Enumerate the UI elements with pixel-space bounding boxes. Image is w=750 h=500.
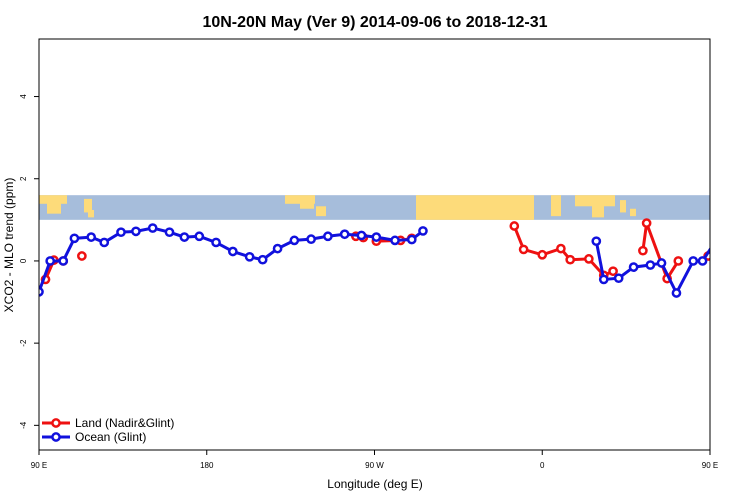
data-point xyxy=(306,234,316,245)
y-tick-label: 2 xyxy=(19,176,28,181)
legend-marker xyxy=(51,418,61,428)
map-land xyxy=(300,201,314,209)
x-tick-label: 180 xyxy=(200,461,214,470)
data-point xyxy=(509,221,520,231)
data-point xyxy=(673,256,684,266)
data-point xyxy=(628,262,639,272)
data-point xyxy=(656,258,667,268)
y-axis: -4 -2 0 2 4 xyxy=(19,94,39,429)
data-point xyxy=(418,226,428,236)
map-land xyxy=(630,208,636,217)
data-point xyxy=(69,233,80,244)
data-point xyxy=(289,235,300,246)
map-land xyxy=(88,209,94,218)
data-point xyxy=(645,260,656,270)
data-point xyxy=(613,273,624,284)
data-point xyxy=(227,246,238,257)
world-map-strip xyxy=(39,195,710,220)
x-tick-label: 90 W xyxy=(365,461,384,470)
data-point xyxy=(58,256,69,266)
data-point xyxy=(688,256,699,266)
data-point xyxy=(641,218,652,228)
series-line xyxy=(641,222,680,282)
series-line xyxy=(594,240,710,297)
map-land xyxy=(84,198,92,213)
map-land xyxy=(500,214,530,220)
map-land xyxy=(285,195,315,204)
data-point xyxy=(356,230,367,241)
chart-title: 10N-20N May (Ver 9) 2014-09-06 to 2018-1… xyxy=(202,14,547,31)
data-point xyxy=(45,256,56,266)
data-point xyxy=(727,234,734,241)
legend-item: Land (Nadir&Glint) xyxy=(42,416,174,430)
data-point xyxy=(583,254,594,264)
data-point xyxy=(697,256,708,266)
data-point xyxy=(244,251,255,262)
x-axis-title: Longitude (deg E) xyxy=(327,477,422,491)
x-tick-label: 90 E xyxy=(31,461,47,470)
y-tick-label: 0 xyxy=(19,258,28,263)
data-point xyxy=(179,232,190,242)
map-land xyxy=(551,195,561,217)
data-point xyxy=(608,266,618,277)
data-point xyxy=(591,236,602,247)
data-point xyxy=(565,254,576,265)
data-point xyxy=(518,244,529,255)
data-point xyxy=(147,223,158,233)
legend-label: Ocean (Glint) xyxy=(75,430,146,444)
legend: Land (Nadir&Glint)Ocean (Glint) xyxy=(42,416,174,444)
data-point xyxy=(323,231,333,242)
x-tick-label: 0 xyxy=(540,461,545,470)
map-land xyxy=(316,206,326,217)
data-point xyxy=(99,237,110,248)
data-point xyxy=(671,288,682,298)
data-point xyxy=(257,254,268,265)
y-axis-title: XCO2 - MLO trend (ppm) xyxy=(2,178,16,313)
x-tick-label: 90 E xyxy=(702,461,718,470)
data-point xyxy=(116,227,126,238)
map-land xyxy=(592,202,604,218)
legend-item: Ocean (Glint) xyxy=(42,430,146,444)
map-land xyxy=(620,200,626,213)
map-land xyxy=(47,202,61,214)
y-tick-label: -4 xyxy=(19,421,28,429)
series-layer xyxy=(39,218,747,298)
data-point xyxy=(194,231,205,242)
data-point xyxy=(371,232,382,242)
data-point xyxy=(714,235,721,242)
map-land xyxy=(39,195,67,204)
y-tick-label: 4 xyxy=(19,94,28,99)
data-point xyxy=(131,226,141,237)
data-point xyxy=(740,239,747,246)
data-point xyxy=(272,243,283,254)
data-point xyxy=(339,229,350,240)
data-point xyxy=(638,245,648,256)
data-point xyxy=(537,249,548,260)
data-point xyxy=(211,237,221,248)
legend-label: Land (Nadir&Glint) xyxy=(75,416,174,430)
data-point xyxy=(164,227,175,238)
legend-marker xyxy=(51,432,61,442)
data-point xyxy=(390,235,400,246)
data-point xyxy=(86,232,97,242)
data-point xyxy=(598,274,609,285)
data-point xyxy=(556,243,566,254)
series-ocean xyxy=(39,223,747,298)
y-tick-label: -2 xyxy=(19,339,28,347)
data-point xyxy=(406,234,417,245)
map-land xyxy=(575,195,615,207)
data-point xyxy=(77,251,87,261)
